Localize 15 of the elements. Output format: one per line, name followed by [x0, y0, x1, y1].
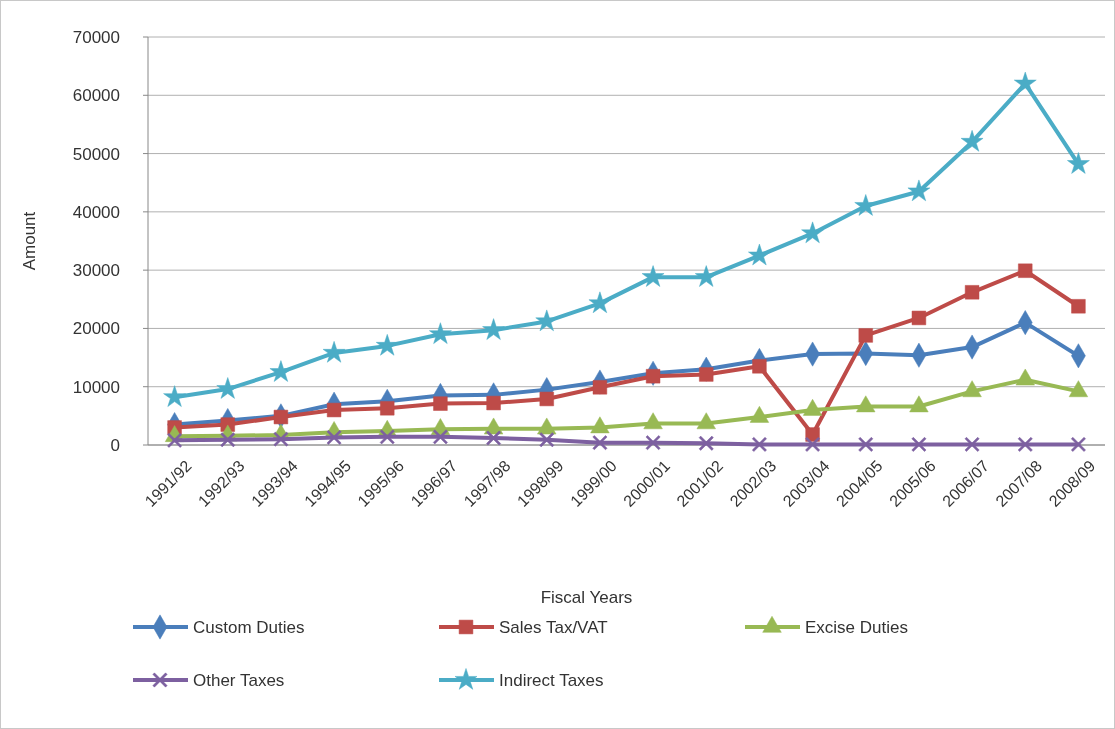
- legend-label: Custom Duties: [193, 617, 305, 637]
- legend-label: Sales Tax/VAT: [499, 617, 608, 637]
- y-tick-label: 70000: [72, 27, 120, 47]
- y-tick-label: 0: [110, 435, 120, 455]
- y-tick-label: 10000: [72, 377, 120, 397]
- y-tick-label: 30000: [72, 261, 120, 281]
- y-tick-label: 60000: [72, 86, 120, 106]
- legend-label: Other Taxes: [193, 670, 285, 690]
- y-tick-label: 20000: [72, 319, 120, 339]
- y-axis-title: Amount: [20, 211, 39, 271]
- y-tick-label: 40000: [72, 202, 120, 222]
- legend-label: Excise Duties: [805, 617, 908, 637]
- x-axis-title: Fiscal Years: [540, 588, 633, 607]
- legend-label: Indirect Taxes: [499, 670, 604, 690]
- y-tick-label: 50000: [72, 144, 120, 164]
